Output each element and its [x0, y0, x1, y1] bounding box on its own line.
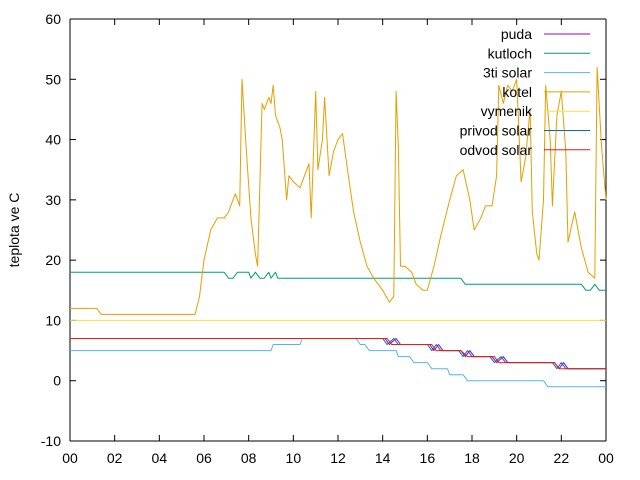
x-tick-label: 10 — [286, 450, 302, 466]
series-line-kotel — [70, 66, 607, 315]
x-tick-label: 14 — [375, 450, 391, 466]
y-axis-title: teplota ve C — [6, 193, 22, 268]
legend-label: kotel — [502, 84, 532, 100]
y-tick-label: -10 — [41, 433, 61, 449]
legend-label: privod solar — [460, 123, 533, 139]
legend-label: 3ti solar — [483, 65, 532, 81]
axis-ticks: 00 02 04 06 08 10 12 14 16 18 20 22 00-1001020304050… — [41, 11, 614, 466]
x-tick-label: 04 — [152, 450, 168, 466]
x-tick-label: 00 — [598, 450, 614, 466]
plot-frame — [69, 18, 607, 442]
legend-label: vymenik — [481, 103, 533, 119]
x-tick-label: 08 — [241, 450, 257, 466]
series-line-3ti-solar — [70, 338, 606, 388]
series-line-kutloch — [70, 271, 606, 291]
y-tick-label: 40 — [45, 132, 61, 148]
legend-label: puda — [501, 26, 532, 42]
y-tick-label: 60 — [45, 11, 61, 27]
x-tick-label: 12 — [330, 450, 346, 466]
x-tick-label: 06 — [196, 450, 212, 466]
y-tick-label: 0 — [53, 373, 61, 389]
series-layer — [70, 66, 607, 388]
x-tick-label: 20 — [509, 450, 525, 466]
x-tick-label: 16 — [420, 450, 436, 466]
y-tick-label: 50 — [45, 71, 61, 87]
y-tick-label: 30 — [45, 192, 61, 208]
legend-label: kutloch — [488, 45, 532, 61]
series-line-privod-solar — [70, 338, 606, 370]
series-line-odvod-solar — [70, 338, 606, 370]
series-line-puda — [70, 338, 606, 370]
x-tick-label: 22 — [554, 450, 570, 466]
x-tick-label: 18 — [464, 450, 480, 466]
y-tick-label: 10 — [45, 312, 61, 328]
x-tick-label: 00 — [62, 450, 78, 466]
legend: puda kutloch 3ti solar kotel vymenik privod s… — [460, 26, 590, 158]
legend-label: odvod solar — [460, 142, 533, 158]
y-tick-label: 20 — [45, 252, 61, 268]
x-tick-label: 02 — [107, 450, 123, 466]
